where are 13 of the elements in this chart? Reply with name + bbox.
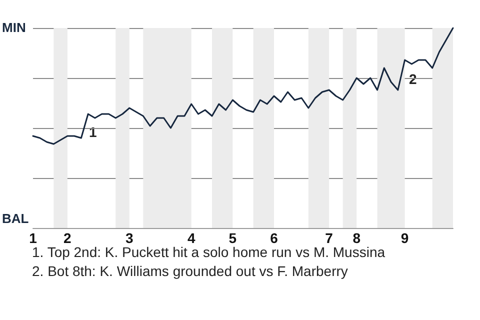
x-tick-label: 4 <box>187 230 196 246</box>
x-tick-label: 9 <box>400 230 409 246</box>
x-tick-label: 8 <box>352 230 361 246</box>
x-tick-label: 1 <box>29 230 38 246</box>
x-tick-label: 3 <box>125 230 134 246</box>
x-tick-label: 5 <box>228 230 237 246</box>
x-tick-label: 2 <box>64 230 72 246</box>
text: BAL <box>2 211 29 226</box>
x-tick-label: 7 <box>325 230 334 246</box>
x-tick-label: 6 <box>270 230 278 246</box>
text: 1. Top 2nd: K. Puckett hit a solo home run vs M. Mussina <box>32 244 386 260</box>
text: 2. Bot 8th: K. Williams grounded out vs F. Marberry <box>32 263 348 279</box>
text: MIN <box>2 20 26 35</box>
